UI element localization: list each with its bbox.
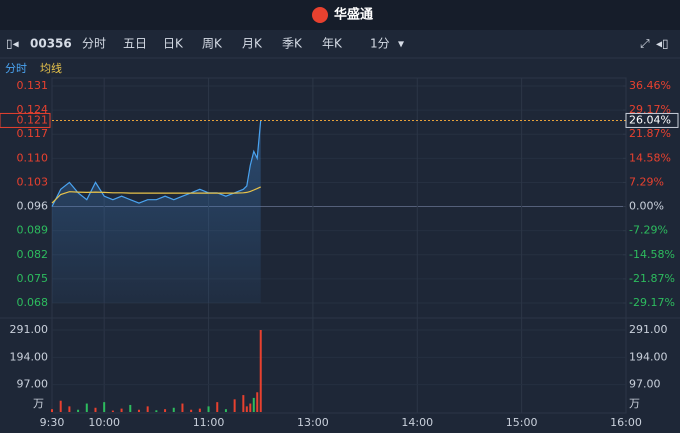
y-tick-label: 0.110 <box>17 151 49 164</box>
tab[interactable]: 周K <box>202 37 223 51</box>
y2-tick-label: 29.17% <box>629 103 671 116</box>
y-tick-label: 0.096 <box>17 200 49 213</box>
volume-bar <box>146 406 149 412</box>
last-change-label: 26.04% <box>629 113 671 126</box>
volume-bar <box>68 406 71 412</box>
vol-tick-label: 97.00 <box>17 378 49 391</box>
volume-bar <box>155 410 158 412</box>
tab[interactable]: 年K <box>322 37 343 51</box>
tab[interactable]: 月K <box>242 37 263 51</box>
vol-unit: 万 <box>33 397 44 410</box>
volume-bar <box>259 330 262 412</box>
y2-tick-label: 21.87% <box>629 127 671 140</box>
volume-bar <box>256 392 259 412</box>
volume-bar <box>245 406 248 412</box>
volume-bar <box>120 408 123 412</box>
volume-bar <box>198 408 201 412</box>
y-tick-label: 0.103 <box>17 175 49 188</box>
volume-bar <box>129 404 132 412</box>
subtab[interactable]: 分时 <box>5 62 27 75</box>
tab[interactable]: 季K <box>282 37 303 51</box>
panel-toggle[interactable]: ▯◂ <box>6 37 19 51</box>
series-line <box>51 120 262 207</box>
tab[interactable]: 分时 <box>82 37 106 51</box>
y-tick-label: 0.068 <box>17 296 49 309</box>
volume-bar <box>85 403 88 412</box>
volume-bar <box>190 409 193 412</box>
volume-bar <box>252 397 255 412</box>
price-area <box>52 120 261 304</box>
x-tick-label: 14:00 <box>401 416 433 429</box>
x-tick-label: 13:00 <box>297 416 329 429</box>
x-tick-label: 15:00 <box>506 416 538 429</box>
volume-bar <box>242 395 245 412</box>
y2-tick-label: -14.58% <box>629 248 675 261</box>
y-tick-label: 0.131 <box>17 79 49 92</box>
collapse[interactable]: ◂▯ <box>656 37 669 51</box>
y2-tick-label: 36.46% <box>629 79 671 92</box>
vol-tick-label: 291.00 <box>10 323 49 336</box>
y2-tick-label: -29.17% <box>629 296 675 309</box>
last-change-box <box>625 112 679 128</box>
volume-bar <box>77 409 80 412</box>
y-tick-label: 0.075 <box>17 272 49 285</box>
volume-bar <box>137 409 140 412</box>
dropdown-caret: ▾ <box>398 37 404 51</box>
y-tick-label: 0.124 <box>17 103 49 116</box>
toolbar <box>0 30 680 58</box>
y2-tick-label: -7.29% <box>629 224 668 237</box>
vol-tick-label: 291.00 <box>629 323 668 336</box>
y2-tick-label: 0.00% <box>629 200 664 213</box>
tab[interactable]: 日K <box>163 37 184 51</box>
y-tick-label: 0.082 <box>17 248 49 261</box>
volume-bar <box>103 402 106 412</box>
y-tick-label: 0.117 <box>17 127 49 140</box>
x-tick-label: 10:00 <box>88 416 120 429</box>
volume-bar <box>111 410 114 412</box>
volume-bar <box>164 409 167 412</box>
vol-tick-label: 97.00 <box>629 378 661 391</box>
volume-bar <box>59 400 62 412</box>
volume-bar <box>207 406 210 412</box>
volume-bar <box>51 409 53 412</box>
vol-tick-label: 194.00 <box>629 350 668 363</box>
volume-bar <box>233 399 236 412</box>
last-price-box <box>0 112 51 128</box>
volume-bar <box>249 403 252 412</box>
x-tick-label: 16:00 <box>610 416 642 429</box>
stock-code: 00356 <box>30 37 72 51</box>
volume-bar <box>94 407 97 412</box>
volume-bar <box>172 407 175 412</box>
header-bar <box>0 0 680 30</box>
y-tick-label: 0.089 <box>17 224 49 237</box>
volume-bar <box>216 402 219 412</box>
tab[interactable]: 五日 <box>123 37 147 51</box>
y2-tick-label: -21.87% <box>629 272 675 285</box>
y2-tick-label: 7.29% <box>629 175 664 188</box>
subtab[interactable]: 均线 <box>40 61 62 75</box>
x-tick-label: 11:00 <box>193 416 225 429</box>
volume-bar <box>181 403 184 412</box>
fullscreen[interactable]: ⤢ <box>639 37 650 51</box>
tab[interactable]: 1分 <box>370 37 390 51</box>
series-line <box>51 186 261 204</box>
last-price-label: 0.121 <box>17 113 49 126</box>
logo <box>312 7 328 23</box>
vol-tick-label: 194.00 <box>10 350 49 363</box>
y2-tick-label: 14.58% <box>629 151 671 164</box>
vol-unit: 万 <box>629 397 640 410</box>
x-tick-label: 9:30 <box>40 416 65 429</box>
app-title: 华盛通 <box>334 7 373 23</box>
volume-bar <box>224 409 227 412</box>
